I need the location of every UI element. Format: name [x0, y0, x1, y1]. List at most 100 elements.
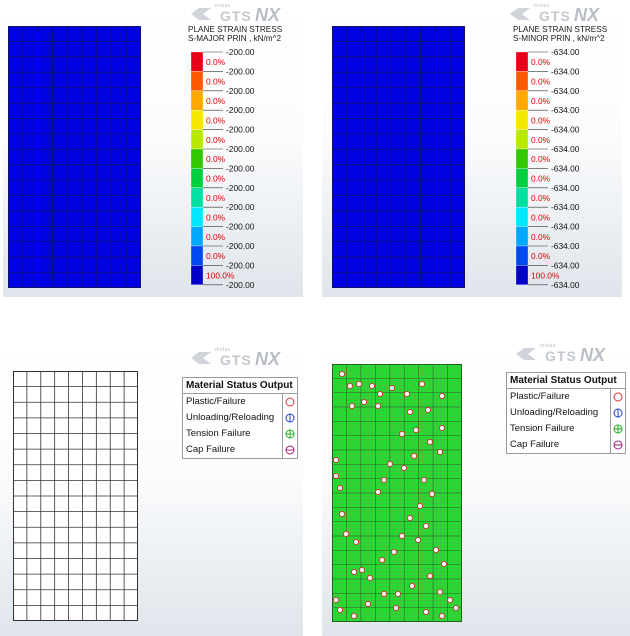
plastic-failure-marker [346, 382, 354, 390]
legend-color-band [190, 226, 204, 247]
stress-mesh-major-grid [8, 26, 141, 288]
logo-midas-text: midas [534, 4, 550, 9]
legend-percent-label: 0.0% [531, 77, 551, 87]
legend-color-band [515, 110, 529, 130]
plastic-failure-marker [348, 402, 356, 410]
legend-percent-label: 0.0% [531, 135, 551, 145]
plastic-failure-marker [414, 536, 422, 544]
plastic-failure-marker [452, 604, 460, 612]
legend-value-label: -200.00 [226, 183, 255, 193]
legend-percent-label: 0.0% [206, 251, 226, 261]
legend-color-band [515, 187, 529, 208]
plastic-failure-marker [392, 604, 400, 612]
plastic-failure-marker [358, 566, 366, 574]
plastic-failure-marker [398, 430, 406, 438]
legend-title-line-1: PLANE STRAIN STRESS [513, 25, 608, 34]
plastic-failure-marker [446, 596, 454, 604]
legend-color-band [515, 90, 529, 111]
material-status-title: Material Status Output [183, 378, 297, 394]
legend-percent-label: 0.0% [531, 251, 551, 261]
plastic-failure-marker [436, 448, 444, 456]
legend-color-band [190, 207, 204, 227]
plastic-failure-marker [374, 488, 382, 496]
logo-nx-text: NX [580, 345, 606, 365]
legend-value-label: -634.00 [551, 86, 580, 96]
plastic-failure-marker [338, 510, 346, 518]
legend-percent-label: 0.0% [206, 174, 226, 184]
legend-percent-label: 0.0% [531, 115, 551, 125]
gts-nx-logo: midas GTS NX [512, 343, 622, 365]
plastic-failure-marker [350, 612, 358, 620]
plastic-failure-marker [438, 392, 446, 400]
plastic-failure-marker [376, 390, 384, 398]
legend-title-line-2: S-MAJOR PRIN , kN/m^2 [188, 34, 282, 43]
plastic-failure-marker [332, 472, 340, 480]
legend-color-band [190, 187, 204, 208]
legend-color-band [190, 245, 204, 266]
status-row-label: Tension Failure [186, 428, 251, 439]
legend-color-band [190, 129, 204, 150]
plastic-failure-marker [426, 438, 434, 446]
legend-percent-label: 0.0% [206, 135, 226, 145]
plastic-failure-marker [440, 560, 448, 568]
stress-mesh-minor [332, 26, 465, 288]
logo-gts-text: GTS [539, 8, 571, 24]
legend-value-label: -634.00 [551, 144, 580, 154]
status-row-label: Cap Failure [186, 444, 236, 455]
plastic-failure-marker [422, 608, 430, 616]
legend-value-label: -200.00 [226, 280, 255, 290]
legend-percent-label: 0.0% [206, 212, 226, 222]
logo-mark-icon [510, 8, 530, 20]
logo-mark-icon [191, 352, 211, 364]
legend-percent-label: 0.0% [206, 154, 226, 164]
legend-percent-label: 0.0% [531, 57, 551, 67]
stress-mesh-major [8, 26, 141, 288]
status-row: Cap Failure [507, 437, 625, 453]
legend-color-band [515, 265, 529, 285]
circle-horizontal-line-icon [285, 445, 295, 455]
legend-value-label: -200.00 [226, 86, 255, 96]
legend-value-label: -634.00 [551, 222, 580, 232]
legend-title: PLANE STRAIN STRESS S-MINOR PRIN , kN/m^… [513, 25, 607, 43]
legend-value-label: -200.00 [226, 105, 255, 115]
material-status-table: Material Status Output Plastic/Failure Un… [182, 377, 298, 459]
status-row: Plastic/Failure [183, 394, 297, 410]
plastic-failure-marker [438, 612, 446, 620]
plastic-failure-marker [386, 460, 394, 468]
plastic-failure-marker [332, 596, 340, 604]
status-row: Unloading/Reloading [183, 410, 297, 426]
legend-value-label: -634.00 [551, 183, 580, 193]
status-panel-initial: midas GTS NX Material Status Output Plas… [0, 340, 303, 636]
color-legend-minor: -634.00 -634.00 -634.00 -634.00 -634.00 -634.… [515, 47, 580, 290]
status-row-label: Plastic/Failure [186, 396, 246, 407]
legend-value-label: -634.00 [551, 202, 580, 212]
legend-title: PLANE STRAIN STRESS S-MAJOR PRIN , kN/m^… [188, 25, 282, 43]
plastic-failure-marker [403, 390, 411, 398]
circle-plus-icon [285, 429, 295, 439]
legend-color-band [190, 110, 204, 130]
legend-value-label: -200.00 [226, 260, 255, 270]
status-mesh-initial [13, 371, 138, 621]
plastic-failure-markers [332, 370, 460, 620]
legend-value-label: -200.00 [226, 241, 255, 251]
legend-percent-label: 0.0% [206, 232, 226, 242]
plastic-failure-marker [394, 590, 402, 598]
stress-panel-minor: midas GTS NX PLANE STRAIN STRESS S-MINOR… [322, 4, 622, 297]
plastic-failure-marker [418, 380, 426, 388]
plastic-failure-marker [338, 370, 346, 378]
circle-vertical-line-icon [613, 408, 623, 418]
legend-color-band [190, 148, 204, 169]
status-row-label: Plastic/Failure [510, 391, 570, 402]
status-mesh-final [332, 364, 462, 622]
circle-vertical-line-icon [285, 413, 295, 423]
legend-color-band [515, 226, 529, 247]
legend-value-label: -634.00 [551, 260, 580, 270]
plastic-failure-marker [424, 406, 432, 414]
legend-percent-label: 0.0% [531, 232, 551, 242]
plastic-failure-marker [438, 424, 446, 432]
legend-color-band [190, 168, 204, 188]
plastic-failure-marker [336, 606, 344, 614]
gts-nx-logo: midas GTS NX [187, 4, 297, 25]
plastic-failure-marker [406, 514, 414, 522]
legend-color-band [515, 207, 529, 227]
